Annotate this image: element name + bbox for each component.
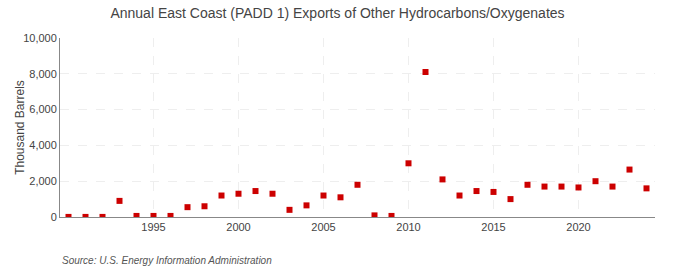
svg-text:2020: 2020: [566, 221, 590, 233]
svg-text:2015: 2015: [481, 221, 505, 233]
svg-text:2,000: 2,000: [29, 175, 57, 187]
svg-text:10,000: 10,000: [23, 32, 57, 44]
svg-text:2005: 2005: [311, 221, 335, 233]
svg-text:Source: U.S. Energy Informatio: Source: U.S. Energy Information Administ…: [62, 255, 272, 266]
svg-text:Thousand Barrels: Thousand Barrels: [13, 80, 27, 175]
svg-text:6,000: 6,000: [29, 103, 57, 115]
svg-text:Annual East Coast (PADD 1) Exp: Annual East Coast (PADD 1) Exports of Ot…: [110, 5, 564, 21]
svg-text:2000: 2000: [226, 221, 250, 233]
svg-text:0: 0: [51, 211, 57, 223]
svg-text:4,000: 4,000: [29, 139, 57, 151]
svg-text:2010: 2010: [396, 221, 420, 233]
svg-text:8,000: 8,000: [29, 68, 57, 80]
svg-text:1995: 1995: [141, 221, 165, 233]
